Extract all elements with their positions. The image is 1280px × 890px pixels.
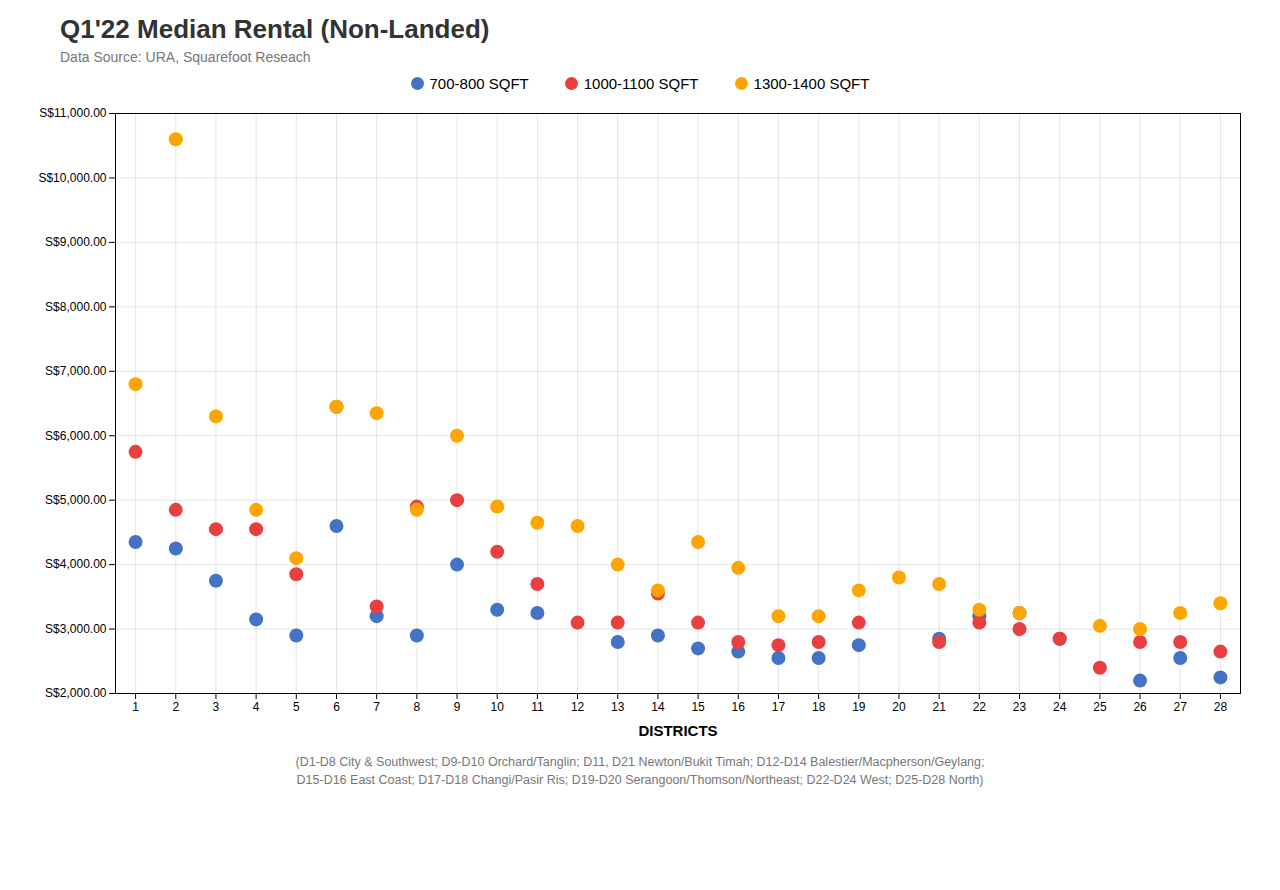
svg-text:20: 20 [892, 700, 906, 714]
svg-text:DISTRICTS: DISTRICTS [638, 722, 717, 739]
svg-text:18: 18 [812, 700, 826, 714]
svg-text:2: 2 [172, 700, 179, 714]
svg-text:S$2,000.00: S$2,000.00 [45, 686, 107, 700]
svg-text:21: 21 [932, 700, 946, 714]
html-text:1300-1400 SQFT: 1300-1400 SQFT [753, 75, 870, 92]
svg-text:7: 7 [373, 700, 380, 714]
html-text:1000-1100 SQFT: 1000-1100 SQFT [583, 75, 699, 92]
svg-text:1: 1 [132, 700, 139, 714]
svg-text:10: 10 [491, 700, 505, 714]
svg-text:8: 8 [413, 700, 420, 714]
svg-text:27: 27 [1174, 700, 1188, 714]
svg-text:S$3,000.00: S$3,000.00 [45, 622, 107, 636]
svg-text:3: 3 [213, 700, 220, 714]
svg-text:9: 9 [454, 700, 461, 714]
svg-text:24: 24 [1053, 700, 1067, 714]
svg-text:19: 19 [852, 700, 866, 714]
svg-text:17: 17 [772, 700, 786, 714]
svg-text:S$4,000.00: S$4,000.00 [45, 557, 107, 571]
svg-text:26: 26 [1133, 700, 1147, 714]
svg-text:14: 14 [651, 700, 665, 714]
svg-text:S$10,000.00: S$10,000.00 [38, 171, 106, 185]
svg-text:11: 11 [531, 700, 544, 714]
svg-text:12: 12 [571, 700, 585, 714]
svg-text:13: 13 [611, 700, 625, 714]
html-text:(D1-D8 City & Southwest; D9-D1: (D1-D8 City & Southwest; D9-D10 Orchard/… [295, 755, 985, 787]
html-text:Data Source: URA, Squarefoot R: Data Source: URA, Squarefoot Reseach [60, 49, 311, 65]
svg-text:25: 25 [1093, 700, 1107, 714]
svg-text:23: 23 [1013, 700, 1027, 714]
svg-text:15: 15 [691, 700, 705, 714]
svg-text:6: 6 [333, 700, 340, 714]
svg-text:S$5,000.00: S$5,000.00 [45, 493, 107, 507]
svg-text:4: 4 [253, 700, 260, 714]
html-text:Q1'22 Median Rental (Non-Lande: Q1'22 Median Rental (Non-Landed) [60, 14, 490, 44]
svg-text:S$6,000.00: S$6,000.00 [45, 429, 107, 443]
svg-text:16: 16 [732, 700, 746, 714]
svg-text:28: 28 [1214, 700, 1228, 714]
html-text:700-800 SQFT: 700-800 SQFT [429, 75, 529, 92]
svg-text:22: 22 [973, 700, 987, 714]
svg-text:S$11,000.00: S$11,000.00 [39, 106, 106, 120]
svg-text:S$9,000.00: S$9,000.00 [45, 235, 107, 249]
svg-text:S$8,000.00: S$8,000.00 [45, 300, 107, 314]
svg-text:5: 5 [293, 700, 300, 714]
svg-text:S$7,000.00: S$7,000.00 [45, 364, 107, 378]
